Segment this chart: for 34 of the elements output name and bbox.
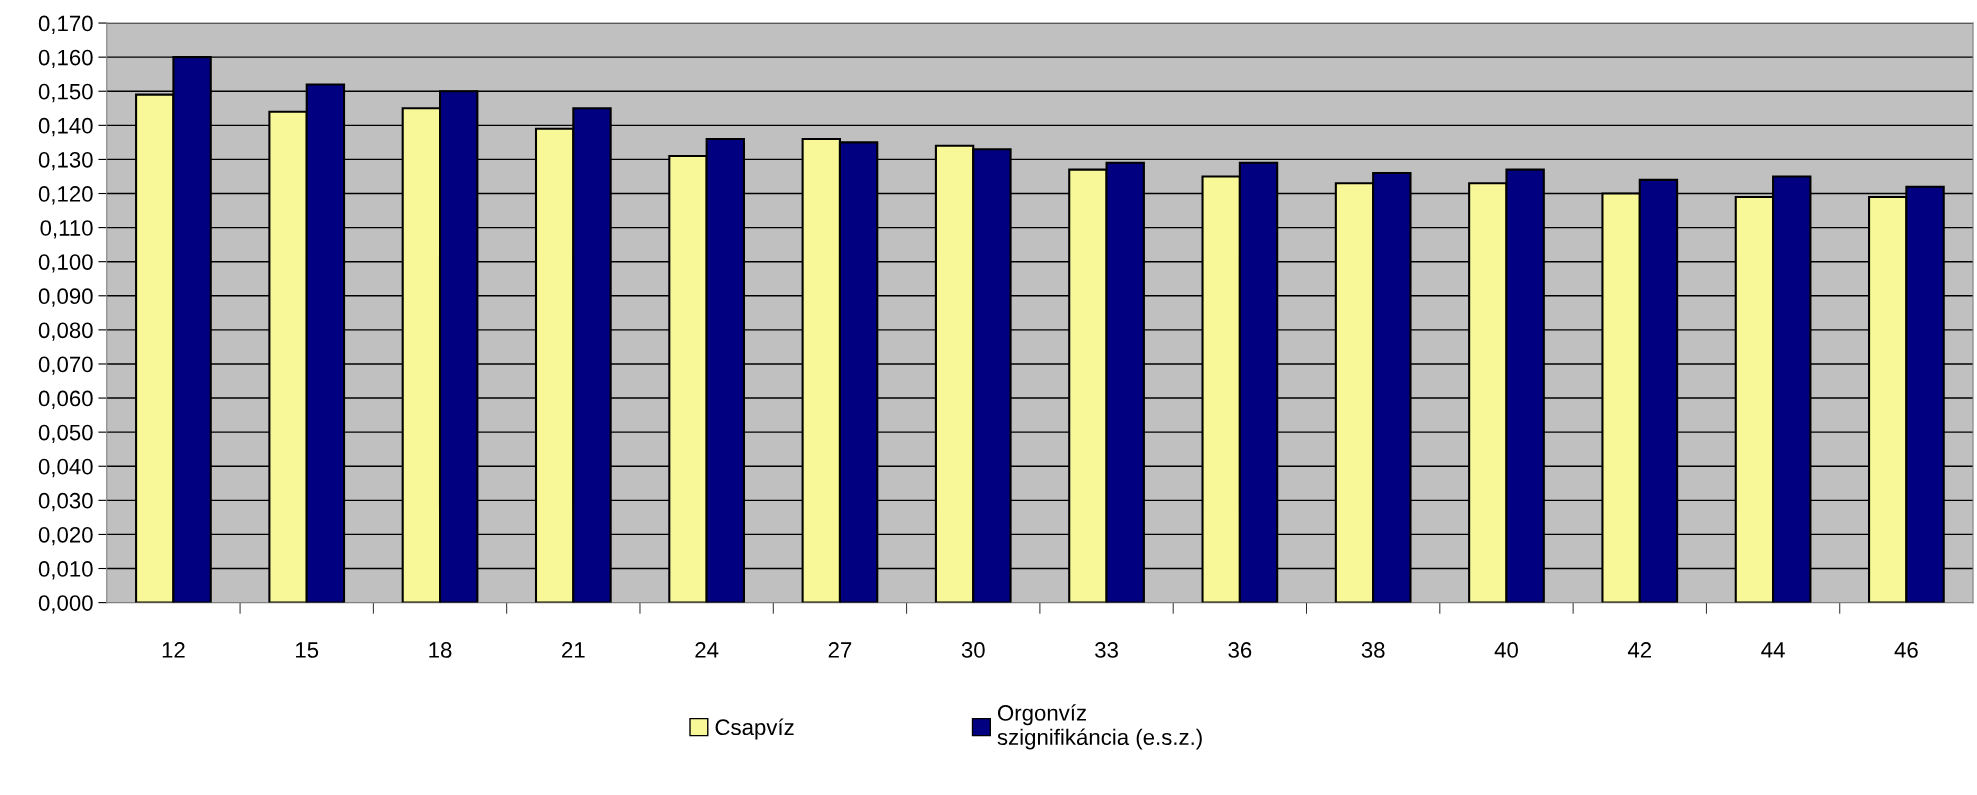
x-tick-label: 24 [695, 642, 719, 658]
y-tick-label: 0,100 [38, 254, 93, 273]
y-tick-label: 0,120 [38, 186, 93, 205]
y-tick-label: 0,000 [38, 595, 93, 614]
y-tick-label: 0,050 [38, 424, 93, 444]
y-tick-label: 0,160 [38, 49, 93, 69]
legend-label: Csapvíz [715, 718, 794, 740]
x-tick-label: 12 [162, 642, 185, 658]
x-tick-label: 38 [1361, 642, 1385, 658]
y-tick-label: 0,090 [38, 288, 93, 307]
y-tick-label: 0,170 [38, 15, 93, 34]
y-tick-label: 0,020 [38, 526, 93, 546]
x-tick-label: 33 [1095, 642, 1118, 658]
y-tick-label: 0,010 [38, 561, 93, 580]
y-tick-label: 0,080 [38, 322, 93, 341]
y-tick-label: 0,030 [38, 492, 93, 512]
y-tick-label: 0,060 [38, 390, 93, 409]
x-tick-label: 44 [1761, 642, 1785, 658]
x-tick-label: 15 [296, 642, 319, 658]
x-tick-label: 40 [1494, 642, 1518, 658]
y-tick-label: 0,110 [40, 220, 93, 239]
legend-label: Orgonvíz szignifikáncia (e.s.z.) [997, 704, 1202, 750]
y-tick-label: 0,150 [38, 83, 93, 103]
x-tick-label: 46 [1894, 642, 1918, 658]
x-tick-label: 21 [562, 642, 585, 658]
y-tick-label: 0,070 [38, 356, 93, 375]
x-tick-label: 42 [1627, 642, 1652, 658]
x-tick-label: 27 [828, 642, 852, 658]
x-tick-label: 30 [961, 642, 985, 658]
y-tick-label: 0,130 [38, 151, 93, 171]
y-tick-label: 0,040 [38, 458, 93, 478]
x-tick-label: 18 [429, 642, 452, 658]
x-tick-label: 36 [1228, 642, 1252, 658]
y-tick-label: 0,140 [38, 117, 93, 137]
